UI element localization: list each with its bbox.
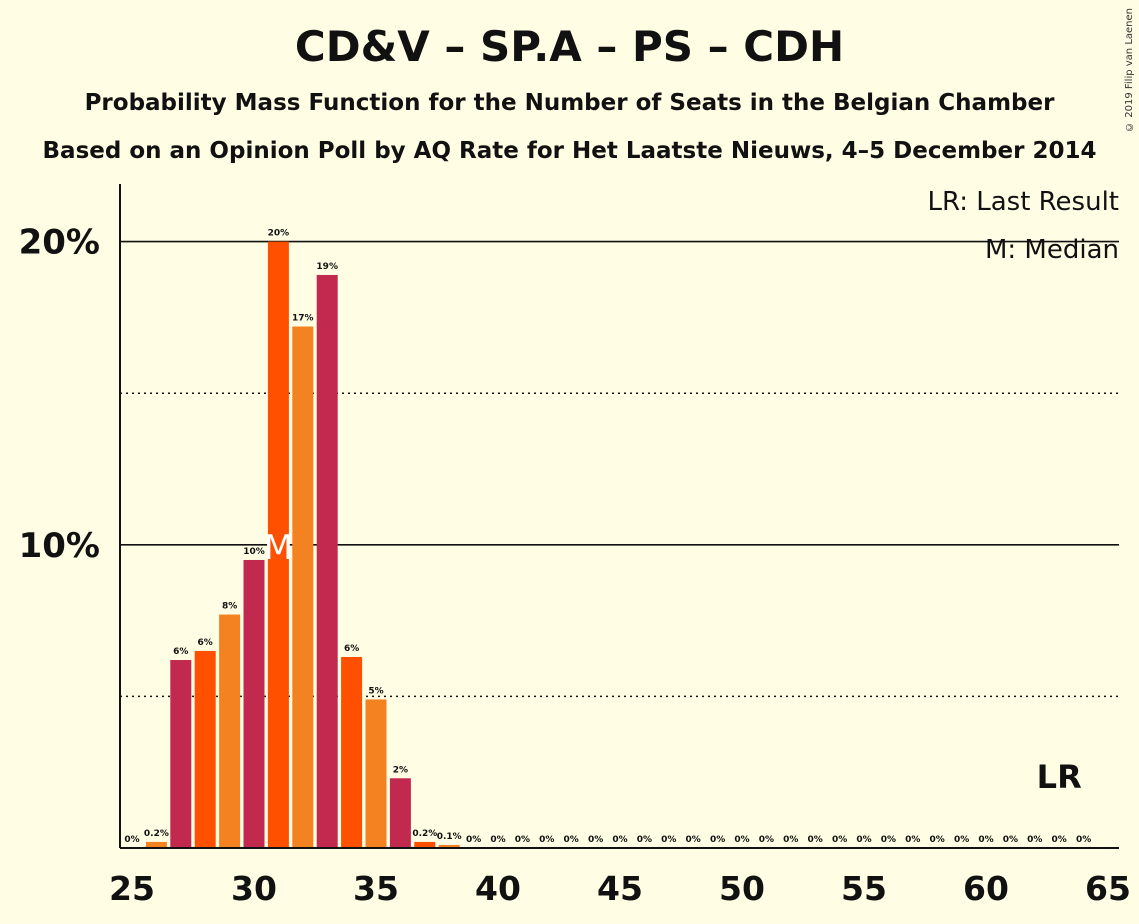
bar-value-label: 6% <box>198 638 213 648</box>
bar-value-label: 0% <box>783 835 798 845</box>
bar-value-label: 0% <box>905 835 920 845</box>
bar-seat-29 <box>219 614 241 848</box>
bar-value-label: 0% <box>515 835 530 845</box>
bar-value-label: 0% <box>661 835 676 845</box>
bar-value-label: 0% <box>881 835 896 845</box>
bar-value-label: 0% <box>1003 835 1018 845</box>
bar-value-label: 0% <box>612 835 627 845</box>
bar-value-label: 0.1% <box>437 832 462 842</box>
bar-value-label: 0% <box>734 835 749 845</box>
bar-value-label: 0% <box>637 835 652 845</box>
bar-value-label: 6% <box>344 644 359 654</box>
bar-value-label: 6% <box>173 647 188 657</box>
bar-seat-37 <box>414 841 436 848</box>
bar-value-label: 10% <box>243 547 265 557</box>
bar-value-label: 0% <box>539 835 554 845</box>
bar-seat-36 <box>389 778 411 848</box>
y-tick-label: 10% <box>19 526 100 566</box>
bar-value-label: 8% <box>222 602 237 612</box>
x-tick-label: 65 <box>1085 869 1131 908</box>
bar-value-label: 0% <box>686 835 701 845</box>
bar-value-label: 0% <box>832 835 847 845</box>
bar-value-label: 0% <box>124 835 139 845</box>
x-tick-label: 60 <box>963 869 1009 908</box>
bar-seat-27 <box>170 660 192 848</box>
bar-value-label: 20% <box>268 229 290 239</box>
bar-value-label: 0% <box>930 835 945 845</box>
bar-value-label: 0% <box>490 835 505 845</box>
bar-value-label: 0% <box>954 835 969 845</box>
bar-value-label: 0% <box>588 835 603 845</box>
x-tick-label: 30 <box>231 869 277 908</box>
bar-value-label: 2% <box>393 765 408 775</box>
bar-value-label: 0% <box>1076 835 1091 845</box>
legend-median: M: Median <box>985 235 1119 265</box>
median-marker: M <box>264 528 293 568</box>
bar-seat-38 <box>438 844 460 848</box>
bar-seat-30 <box>243 559 265 848</box>
chart-source-line: Based on an Opinion Poll by AQ Rate for … <box>42 138 1097 164</box>
bar-seat-28 <box>194 650 216 848</box>
chart-subtitle: Probability Mass Function for the Number… <box>84 90 1055 116</box>
last-result-marker: LR <box>1037 758 1082 796</box>
bar-value-label: 0% <box>1027 835 1042 845</box>
bar-seat-35 <box>365 699 387 848</box>
bar-seat-31 <box>267 241 289 848</box>
bar-value-label: 0% <box>978 835 993 845</box>
bar-value-label: 0% <box>759 835 774 845</box>
bar-value-label: 0% <box>466 835 481 845</box>
chart-title: CD&V – SP.A – PS – CDH <box>294 22 845 71</box>
bar-value-label: 0% <box>856 835 871 845</box>
x-tick-label: 25 <box>109 869 155 908</box>
bar-value-label: 19% <box>316 262 338 272</box>
y-tick-label: 20% <box>19 223 100 263</box>
bar-seat-26 <box>145 841 167 848</box>
x-tick-label: 35 <box>353 869 399 908</box>
bar-value-label: 0% <box>808 835 823 845</box>
bar-seat-34 <box>341 656 363 848</box>
legend-last-result: LR: Last Result <box>927 187 1119 217</box>
x-tick-label: 50 <box>719 869 765 908</box>
x-tick-label: 40 <box>475 869 521 908</box>
bar-value-label: 0% <box>564 835 579 845</box>
bar-value-label: 17% <box>292 314 314 324</box>
bar-value-label: 0.2% <box>412 829 437 839</box>
bar-value-label: 0% <box>710 835 725 845</box>
bar-value-label: 0.2% <box>144 829 169 839</box>
bar-value-label: 5% <box>368 686 383 696</box>
bar-value-label: 0% <box>1052 835 1067 845</box>
bar-seat-33 <box>316 274 338 849</box>
x-tick-label: 55 <box>841 869 887 908</box>
bar-seat-32 <box>292 326 314 848</box>
x-tick-label: 45 <box>597 869 643 908</box>
